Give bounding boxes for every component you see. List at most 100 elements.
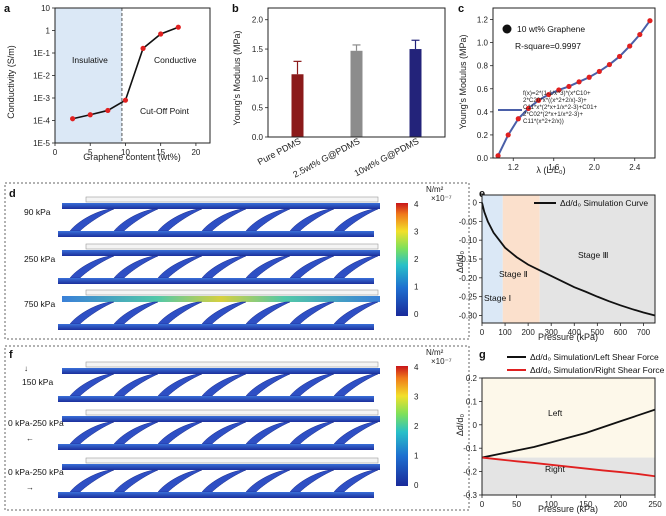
d-colorbar-unit: N/m²: [426, 185, 444, 194]
panel-f-frame: [4, 345, 470, 511]
panel-e-label: e: [479, 188, 485, 200]
f-colorbar-tick: 4: [414, 363, 419, 372]
undeformed-outline: [85, 457, 379, 464]
d-simulation-images: [58, 196, 380, 330]
panel-f-label: f: [9, 349, 13, 361]
top-plate: [62, 203, 380, 209]
e-xtick: 400: [568, 328, 582, 337]
e-xtick: 300: [545, 328, 559, 337]
f-row-label-2: 0 kPa-250 kPa: [8, 418, 64, 428]
g-ytick: -0.2: [463, 468, 477, 477]
conductivity-point: [87, 112, 93, 118]
g-xtick: 250: [648, 500, 662, 509]
c-xtick: 2.0: [589, 163, 601, 172]
top-plate: [62, 368, 380, 374]
modulus-point: [556, 87, 562, 93]
modulus-point: [637, 31, 643, 38]
panel-g: g 0.20.10-0.1-0.2-0.30 50 100 150 200 250 Δd/…: [455, 349, 665, 514]
c-ytick: 1.0: [477, 39, 489, 48]
support-arc: [289, 255, 335, 279]
equation-line-3: C11*x*(2*x+1/x^2-3)+C01+: [523, 104, 598, 111]
e-ylabel: Δd/d₀: [455, 251, 465, 274]
modulus-point: [515, 116, 521, 122]
g-ytick: -0.3: [463, 491, 477, 500]
a-xtick: 5: [88, 148, 93, 157]
e-xtick: 100: [498, 328, 512, 337]
left-arrow-icon: ←: [26, 434, 34, 443]
e-ytick: -0.20: [459, 274, 478, 283]
modulus-point: [566, 83, 572, 90]
left-shear-curve: [481, 408, 656, 459]
e-xtick: 200: [521, 328, 535, 337]
support-arc: [157, 301, 203, 325]
plot-a-data: [70, 24, 181, 122]
plot-c-data: [495, 18, 653, 159]
support-arc: [289, 469, 335, 493]
d-colorbar-tick: 4: [414, 200, 419, 209]
d-colorbar-tick: 1: [414, 283, 419, 292]
right-region-label: Right: [545, 464, 565, 474]
support-arc: [245, 301, 291, 325]
support-arc: [157, 208, 203, 232]
support-arc: [201, 208, 247, 232]
a-xtick: 0: [53, 148, 58, 157]
conductivity-point: [105, 107, 111, 114]
stage-2-label: Stage Ⅱ: [499, 269, 528, 279]
stage-region: [539, 195, 655, 323]
b-ytick: 1.5: [252, 45, 264, 54]
support-arc: [157, 421, 203, 445]
c-legend-text: 10 wt% Graphene: [517, 24, 585, 34]
support-arc: [69, 301, 115, 325]
e-xtick: 500: [591, 328, 605, 337]
e-xtick: 700: [637, 328, 651, 337]
insulative-region: [55, 8, 122, 143]
bottom-plate: [58, 492, 374, 498]
a-ytick: 1E-4: [33, 117, 50, 126]
support-arc: [69, 255, 115, 279]
support-arc: [333, 421, 379, 445]
equation-line-4: 2*C02*(2*x+1/x^2-3)+: [523, 111, 583, 118]
support-arc: [333, 373, 379, 397]
conductivity-point: [158, 31, 164, 37]
support-arc: [69, 421, 115, 445]
stage-region: [482, 195, 503, 323]
panel-a-label: a: [4, 3, 11, 15]
b-ytick: 2.0: [252, 16, 264, 25]
g-ytick: 0: [473, 421, 478, 430]
g-ylabel: Δd/d₀: [455, 414, 465, 437]
g-ytick: 0.2: [466, 374, 478, 383]
stage-3-label: Stage Ⅲ: [578, 250, 609, 260]
down-arrow-icon: ↓: [24, 364, 28, 373]
top-plate: [62, 464, 380, 470]
support-arc: [245, 421, 291, 445]
bottom-plate: [58, 231, 374, 237]
right-region: [482, 457, 655, 495]
c-ytick: 0.8: [477, 62, 489, 71]
e-xtick: 600: [614, 328, 628, 337]
support-arc: [157, 373, 203, 397]
modulus-point: [525, 105, 532, 111]
panel-d-frame: [4, 182, 470, 340]
a-ylabel: Conductivity (S/m): [6, 45, 16, 119]
c-ytick: 1.2: [477, 16, 489, 25]
b-ytick: 0.5: [252, 104, 264, 113]
e-simulation-curve: [481, 202, 656, 317]
support-arc: [69, 469, 115, 493]
f-row-label-1: 150 kPa: [22, 377, 53, 387]
support-arc: [333, 208, 379, 232]
modulus-bar: [350, 50, 363, 137]
cutoff-label: Cut-Off Point: [140, 106, 190, 116]
f-colorbar-tick: 1: [414, 452, 419, 461]
b-ytick: 1.0: [252, 74, 264, 83]
a-xtick: 20: [191, 148, 200, 157]
c-rsquare: R-square=0.9997: [515, 41, 581, 51]
g-xtick: 150: [579, 500, 593, 509]
g-frame: [481, 377, 656, 496]
support-arc: [289, 208, 335, 232]
c-ylabel: Young's Modulus (MPa): [458, 35, 468, 130]
bottom-plate: [58, 396, 374, 402]
support-arc: [201, 469, 247, 493]
c-frame: [492, 7, 656, 159]
